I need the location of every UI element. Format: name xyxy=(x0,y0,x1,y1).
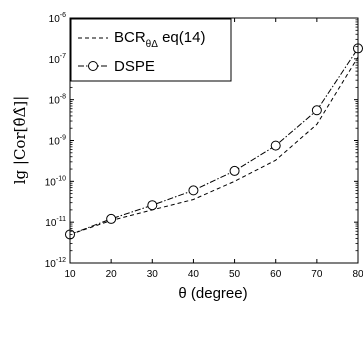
ticks-layer: 10 20 30 40 50 60 70 8010-1210-1110-1010-910-81… xyxy=(45,12,363,280)
y-tick-base: 10 xyxy=(49,137,61,148)
x-tick-label: 60 xyxy=(270,269,282,280)
x-tick-label: 30 xyxy=(147,269,159,280)
data-point-dspe xyxy=(270,140,281,151)
y-tick-label: 10-9 xyxy=(49,135,66,148)
legend-box xyxy=(70,18,232,82)
data-point-dspe xyxy=(311,105,322,116)
y-tick-base: 10 xyxy=(45,177,57,188)
y-axis-title: lg |Cor[θ̂Δ̂]| xyxy=(11,96,29,185)
data-point-dspe xyxy=(188,185,199,196)
legend-bcr-sub: θΔ xyxy=(146,39,159,50)
series-line-bcr xyxy=(69,56,359,235)
y-tick-base: 10 xyxy=(49,55,61,66)
x-axis-title: θ (degree) xyxy=(178,285,247,302)
data-point-dspe xyxy=(106,213,117,224)
y-tick-base: 10 xyxy=(45,259,57,270)
y-tick-exp: -6 xyxy=(60,12,66,19)
data-point-dspe xyxy=(147,200,158,211)
legend-label-bcr: BCRθΔ eq(14) xyxy=(114,29,205,50)
y-tick-exp: -11 xyxy=(56,216,66,223)
y-tick-exp: -7 xyxy=(60,53,66,60)
legend-marker-dspe xyxy=(88,61,98,71)
y-tick-base: 10 xyxy=(49,14,61,25)
x-tick-label: 80 xyxy=(352,269,363,280)
y-tick-label: 10-12 xyxy=(45,257,66,270)
x-tick-label: 10 xyxy=(64,269,76,280)
x-tick-label: 70 xyxy=(311,269,323,280)
y-tick-exp: -9 xyxy=(60,135,66,142)
series-line-dspe xyxy=(69,48,359,235)
y-tick-label: 10-7 xyxy=(49,53,66,66)
y-tick-label: 10-11 xyxy=(45,216,66,229)
legend: BCRθΔ eq(14) DSPE xyxy=(70,18,232,82)
y-tick-label: 10-8 xyxy=(49,94,66,107)
x-tick-label: 50 xyxy=(229,269,241,280)
legend-label-dspe: DSPE xyxy=(114,58,155,75)
y-tick-base: 10 xyxy=(45,218,57,229)
legend-bcr-rest: eq(14) xyxy=(158,29,206,46)
y-tick-exp: -12 xyxy=(56,257,66,264)
series-layer xyxy=(65,43,363,240)
y-tick-label: 10-6 xyxy=(49,12,66,25)
y-tick-exp: -8 xyxy=(60,94,66,101)
x-tick-label: 20 xyxy=(106,269,118,280)
y-tick-base: 10 xyxy=(49,96,61,107)
x-tick-label: 40 xyxy=(188,269,200,280)
legend-bcr-name: BCR xyxy=(114,29,146,46)
y-tick-label: 10-10 xyxy=(45,175,66,188)
y-tick-exp: -10 xyxy=(56,175,66,182)
data-point-dspe xyxy=(229,165,240,176)
